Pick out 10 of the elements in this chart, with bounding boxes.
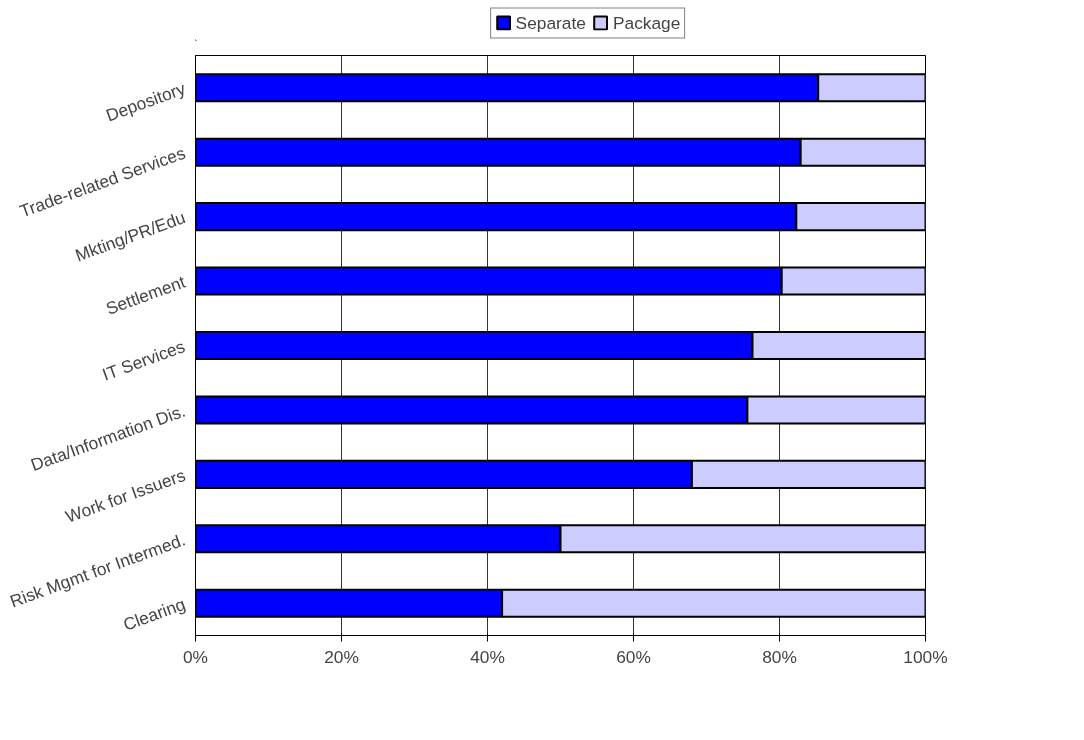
x-tick-label: 40% <box>470 646 505 667</box>
y-tick-label: Work for Issuers <box>62 464 189 527</box>
x-tick-label: 80% <box>762 646 797 667</box>
x-tick-label: 100% <box>903 646 948 667</box>
x-tick-label: 0% <box>182 646 209 667</box>
legend-label: Separate <box>515 12 586 33</box>
x-tick-label: 60% <box>616 646 651 667</box>
y-tick-label: Clearing <box>120 593 188 635</box>
x-tick-label: 20% <box>324 646 359 667</box>
legend-label: Package <box>612 12 681 33</box>
